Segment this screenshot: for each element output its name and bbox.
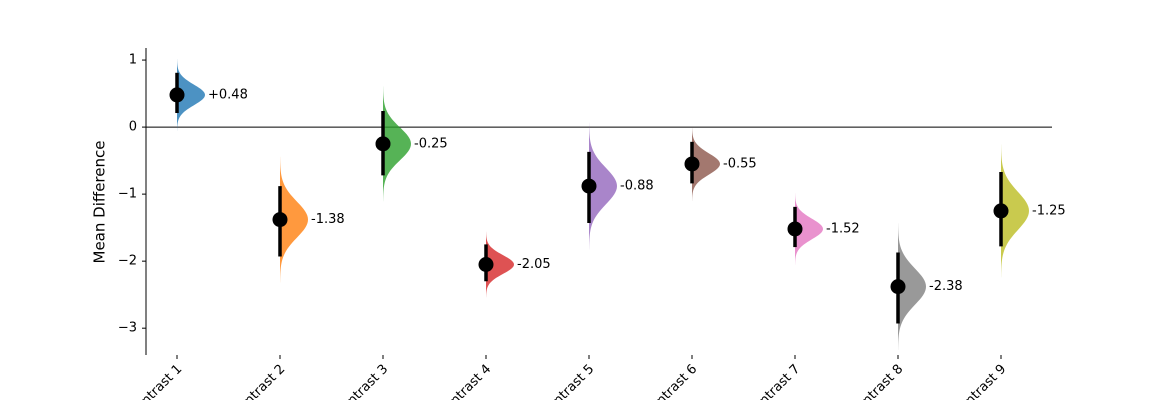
violin — [795, 193, 823, 265]
mean-dot — [890, 279, 906, 295]
x-tick-label: Contrast 7 — [745, 362, 804, 400]
y-tick-label: 0 — [129, 120, 137, 135]
mean-dot — [684, 156, 700, 172]
value-label: -1.52 — [826, 221, 860, 236]
y-tick-label: −1 — [118, 187, 137, 202]
x-tick-label: Contrast 3 — [333, 362, 392, 400]
mean-dot — [375, 136, 391, 152]
violin — [383, 86, 411, 202]
value-label: -0.88 — [620, 179, 654, 194]
violin — [1001, 144, 1029, 278]
y-tick-label: −2 — [118, 254, 137, 269]
x-tick-label: Contrast 1 — [127, 362, 186, 400]
mean-dot — [169, 87, 185, 103]
violin — [280, 156, 308, 283]
y-axis-label: Mean Difference — [91, 141, 109, 264]
value-label: -2.05 — [517, 257, 551, 272]
value-label: -1.25 — [1032, 203, 1066, 218]
mean-dot — [272, 212, 288, 228]
x-tick-label: Contrast 8 — [848, 362, 907, 400]
y-tick-label: 1 — [129, 53, 137, 68]
value-label: +0.48 — [208, 87, 248, 102]
x-tick-label: Contrast 6 — [642, 362, 701, 400]
mean-dot — [581, 178, 597, 194]
x-tick-label: Contrast 4 — [436, 362, 495, 400]
x-tick-label: Contrast 5 — [539, 362, 598, 400]
violin — [589, 122, 617, 250]
mean-dot — [478, 257, 494, 273]
mean-dot — [993, 203, 1009, 219]
violin — [177, 59, 205, 131]
value-label: -0.25 — [414, 136, 448, 151]
value-label: -1.38 — [311, 212, 345, 227]
value-label: -2.38 — [929, 279, 963, 294]
violin — [486, 231, 514, 298]
violin — [692, 126, 720, 202]
value-label: -0.55 — [723, 156, 757, 171]
mean-dot — [787, 221, 803, 237]
x-tick-label: Contrast 9 — [951, 362, 1010, 400]
y-tick-label: −3 — [118, 321, 137, 336]
violin — [898, 223, 926, 351]
x-tick-label: Contrast 2 — [230, 362, 289, 400]
